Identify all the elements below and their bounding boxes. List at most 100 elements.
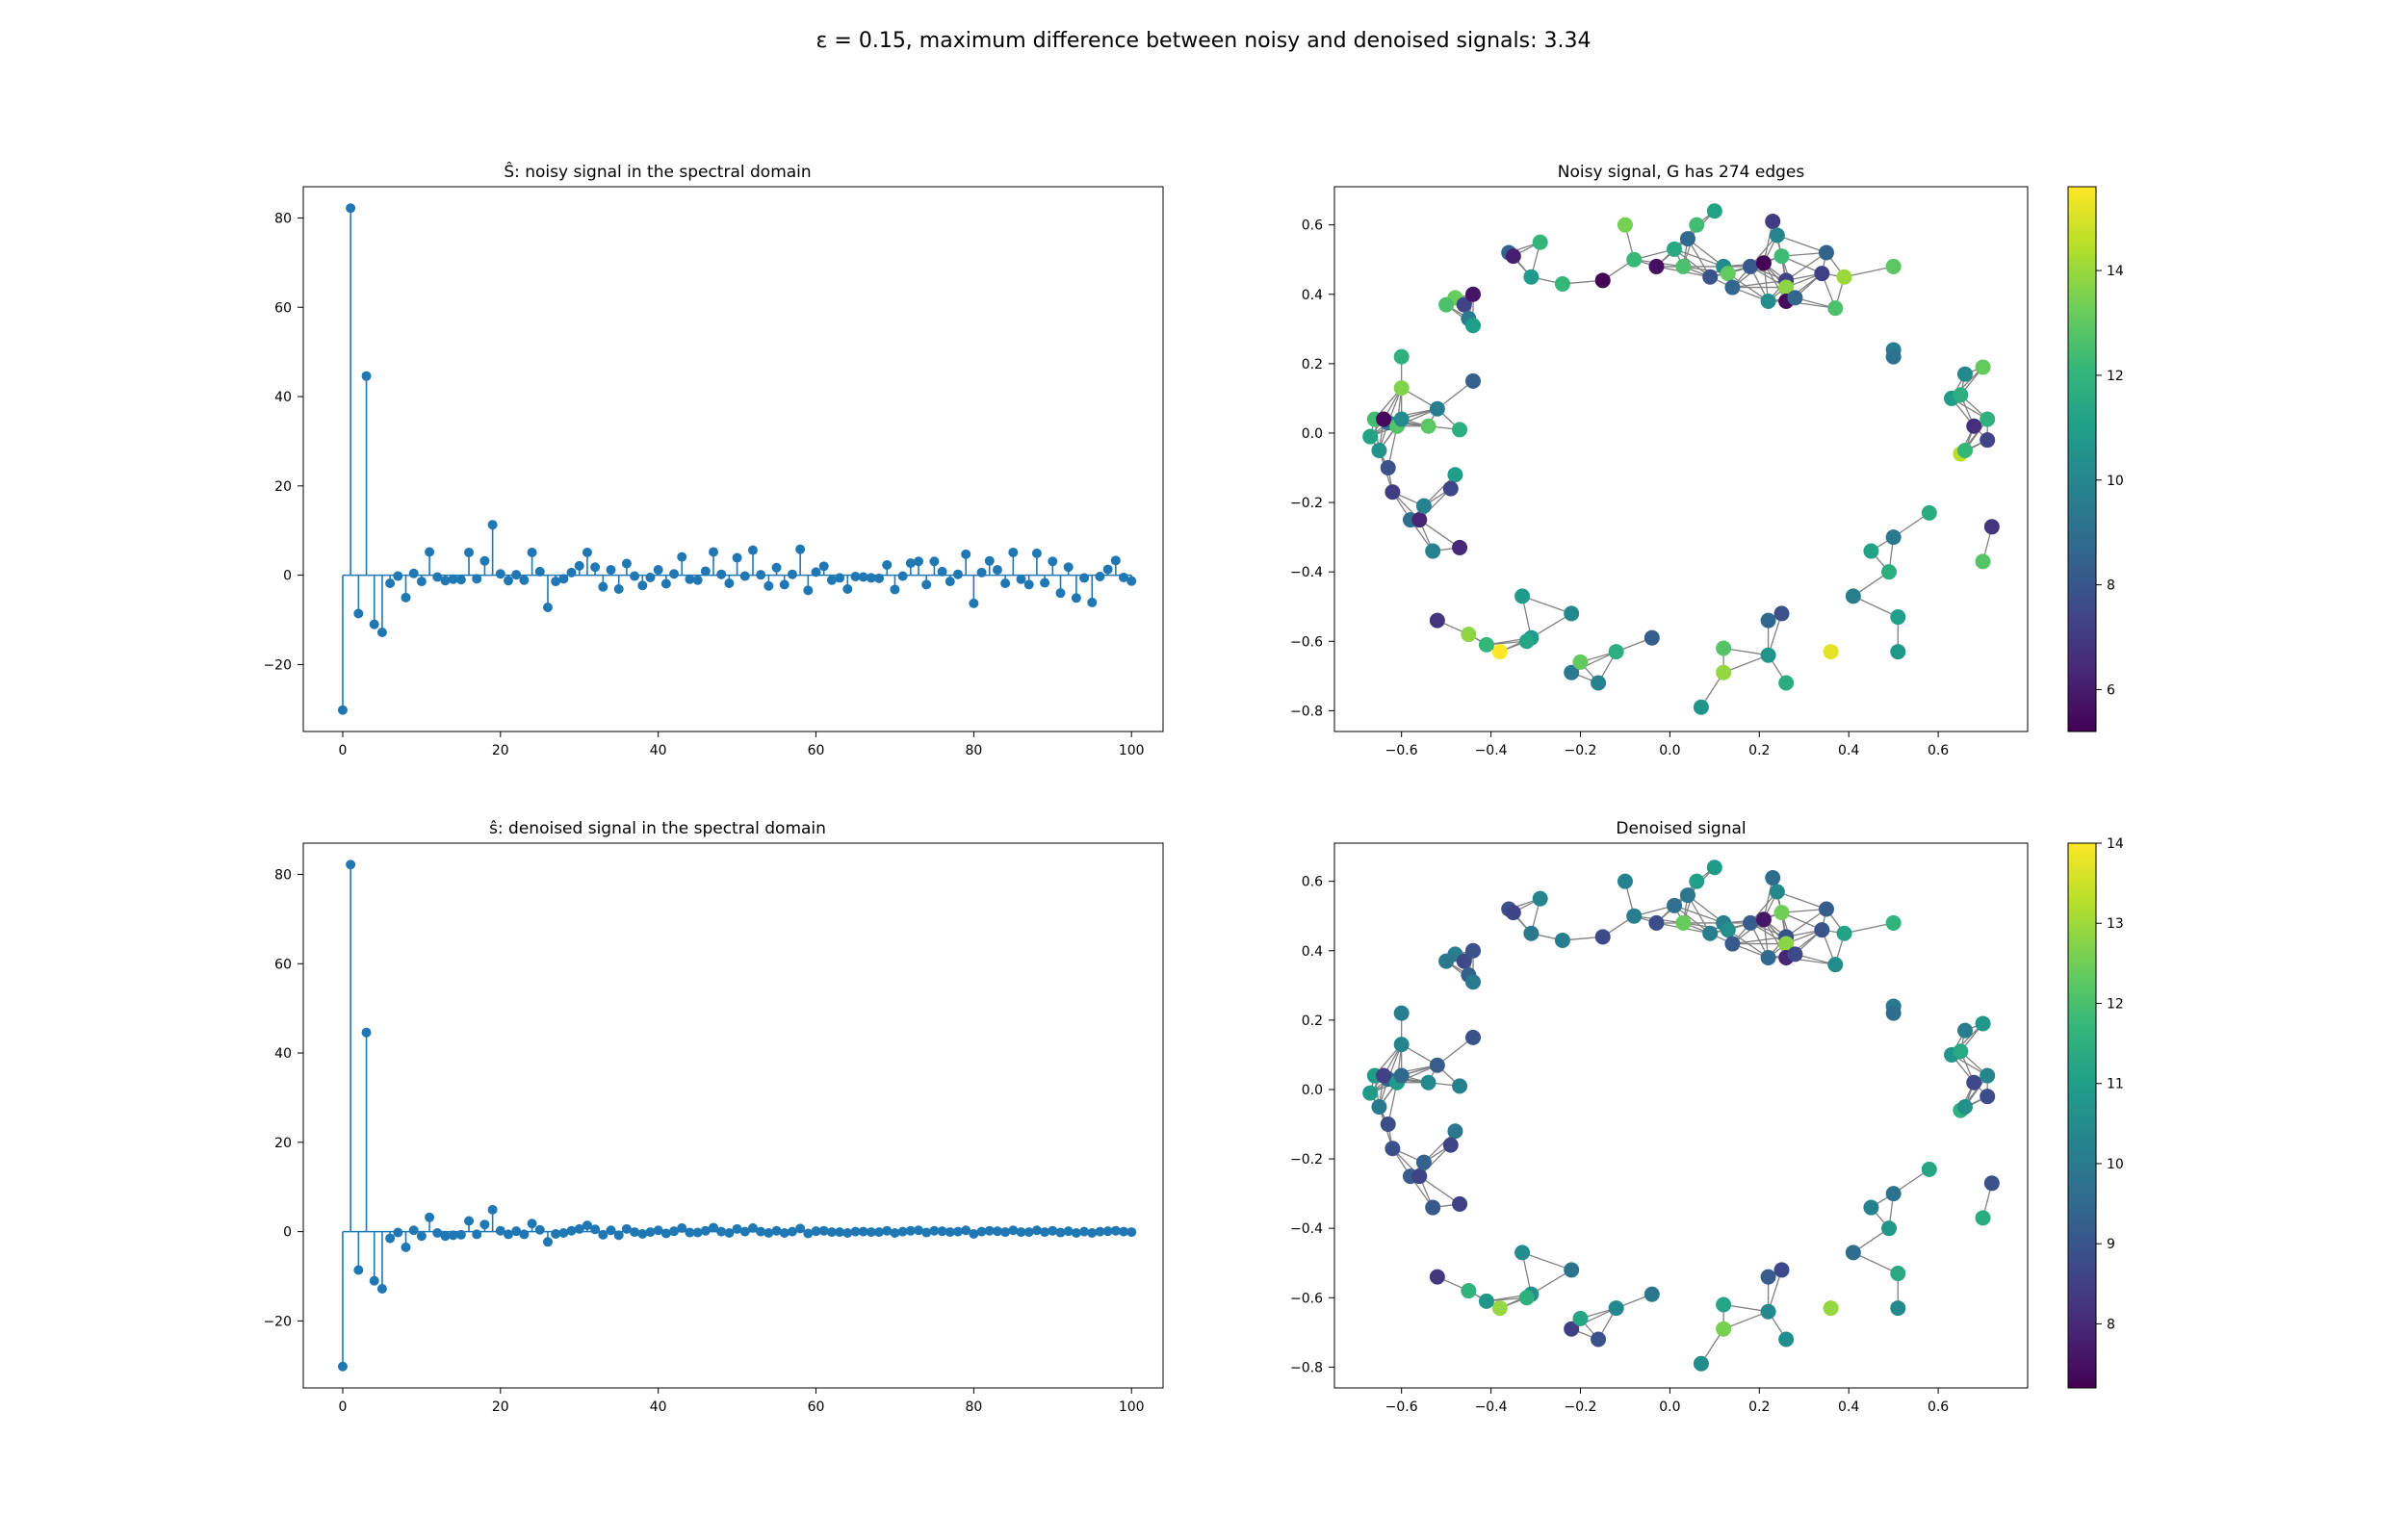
stem-marker bbox=[716, 1226, 727, 1237]
graph1-y-tick-label: 0.0 bbox=[1302, 426, 1323, 442]
graph-node bbox=[1429, 1057, 1445, 1073]
graph-node bbox=[1956, 442, 1973, 458]
stem-marker bbox=[1040, 1227, 1050, 1238]
stem-marker bbox=[425, 1212, 435, 1222]
colorbar-tick-label: 9 bbox=[2107, 1237, 2115, 1252]
graph-node bbox=[1814, 266, 1830, 282]
colorbar-tick-label: 11 bbox=[2107, 1077, 2124, 1092]
colorbar-tick-label: 8 bbox=[2107, 578, 2115, 594]
colorbar-tick-label: 10 bbox=[2107, 474, 2124, 489]
graph-node bbox=[1380, 1116, 1396, 1133]
graph-edge bbox=[1785, 251, 1827, 281]
graph-node bbox=[1425, 1199, 1441, 1216]
stem-marker bbox=[369, 619, 379, 629]
graph-node bbox=[1643, 1286, 1660, 1302]
graph-node bbox=[1465, 942, 1481, 959]
stem-marker bbox=[677, 1222, 687, 1233]
stem-marker bbox=[566, 1225, 577, 1236]
stem-marker bbox=[479, 1219, 490, 1230]
stem-marker bbox=[874, 573, 885, 583]
stem-marker bbox=[992, 565, 1002, 576]
stem-marker bbox=[574, 1223, 584, 1234]
stem-marker bbox=[637, 1228, 648, 1239]
stem-marker bbox=[685, 574, 695, 584]
stem-marker bbox=[401, 1242, 411, 1252]
graph3-x-tick-label: 0.6 bbox=[1928, 1399, 1949, 1415]
graph-node bbox=[1881, 1220, 1897, 1237]
stem-marker bbox=[504, 1229, 514, 1240]
graph-node bbox=[1675, 258, 1692, 274]
stem-marker bbox=[882, 1225, 893, 1236]
colorbar-tick-label: 8 bbox=[2107, 1317, 2115, 1332]
graph-node bbox=[1679, 231, 1695, 247]
graph3-y-tick-label: −0.2 bbox=[1290, 1152, 1323, 1168]
graph-node bbox=[1689, 217, 1705, 233]
graph-node bbox=[1371, 442, 1387, 458]
stem-marker bbox=[1087, 597, 1098, 607]
stem-marker bbox=[1016, 574, 1026, 584]
stem-marker bbox=[393, 1227, 403, 1238]
graph3-y-tick-label: −0.4 bbox=[1290, 1221, 1323, 1237]
graph-node bbox=[1720, 266, 1736, 282]
graph-node bbox=[1452, 1078, 1468, 1094]
graph-node bbox=[1921, 504, 1937, 521]
stem-marker bbox=[858, 1226, 868, 1237]
stem2-y-tick-label: 20 bbox=[274, 1136, 292, 1151]
stem-marker bbox=[416, 577, 427, 587]
stem-marker bbox=[795, 544, 806, 554]
stem-marker bbox=[779, 1228, 789, 1239]
graph-node bbox=[1885, 1186, 1902, 1202]
graph-node bbox=[1447, 467, 1463, 483]
stem-marker bbox=[716, 569, 727, 579]
graph-node bbox=[1760, 612, 1776, 629]
stem-marker bbox=[487, 520, 498, 530]
stem-marker bbox=[709, 1222, 719, 1233]
stem-marker bbox=[613, 584, 624, 595]
stem-marker bbox=[976, 1226, 987, 1237]
stem-marker bbox=[1048, 556, 1058, 567]
graph-node bbox=[1532, 234, 1548, 250]
stem-marker bbox=[598, 1229, 608, 1240]
stem-marker bbox=[558, 574, 569, 584]
stem-marker bbox=[1110, 1225, 1121, 1236]
stem2-y-tick-label: 0 bbox=[283, 1225, 292, 1241]
graph-node bbox=[1724, 936, 1741, 952]
graph-node bbox=[1491, 1300, 1508, 1317]
graph-edge bbox=[1531, 612, 1572, 639]
graph-node bbox=[1956, 1098, 1973, 1115]
stem-marker bbox=[811, 567, 821, 578]
graph-node bbox=[1863, 1199, 1879, 1216]
graph-node bbox=[1447, 1123, 1463, 1140]
graph-node bbox=[1393, 1037, 1410, 1053]
graph-node bbox=[1438, 296, 1455, 313]
graph-node bbox=[1760, 1303, 1776, 1320]
graph-node bbox=[1393, 1005, 1410, 1021]
stem-marker bbox=[1071, 1228, 1081, 1239]
stem-marker bbox=[764, 1228, 774, 1239]
stem-marker bbox=[337, 1361, 348, 1372]
stem-marker bbox=[1008, 1225, 1019, 1236]
graph-edge bbox=[1418, 519, 1461, 549]
graph-node bbox=[1564, 605, 1580, 622]
stem-marker bbox=[811, 1226, 821, 1237]
graph-node bbox=[1393, 380, 1410, 397]
stem-marker bbox=[771, 1225, 782, 1236]
graph-node bbox=[1980, 1089, 1996, 1105]
graph-node bbox=[1706, 203, 1722, 219]
stem-marker bbox=[1031, 548, 1042, 558]
graph-node bbox=[1532, 890, 1548, 907]
stem-marker bbox=[346, 860, 356, 870]
axes-frame bbox=[302, 842, 1164, 1389]
graph-node bbox=[1411, 1168, 1428, 1185]
graph1-x-tick-label: 0.6 bbox=[1928, 743, 1949, 758]
graph-node bbox=[1773, 905, 1790, 921]
stem-marker bbox=[534, 1224, 545, 1235]
graph-node bbox=[1881, 564, 1897, 580]
stem-marker bbox=[818, 561, 829, 572]
graph-node bbox=[1716, 664, 1732, 680]
stem-marker bbox=[969, 1228, 979, 1239]
stem-marker bbox=[961, 1225, 971, 1236]
stem-marker bbox=[551, 1228, 561, 1239]
graph-node bbox=[1385, 484, 1401, 500]
stem-marker bbox=[952, 1226, 963, 1237]
